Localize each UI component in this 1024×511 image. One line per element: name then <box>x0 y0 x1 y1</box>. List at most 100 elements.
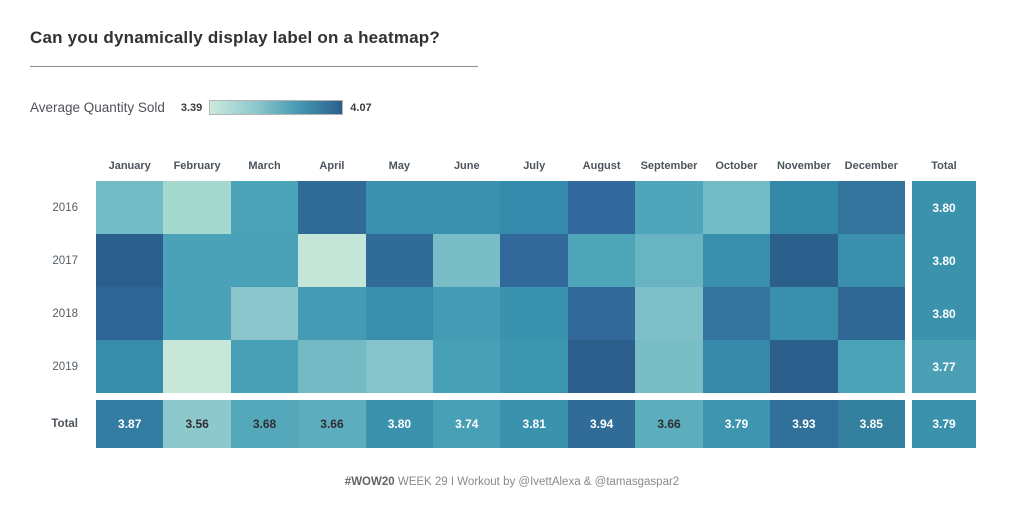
month-total-cell[interactable]: 3.56 <box>163 400 231 448</box>
heatmap-cell[interactable] <box>770 181 838 234</box>
heatmap-cell[interactable] <box>702 234 771 287</box>
month-total-cell[interactable]: 3.81 <box>500 400 568 448</box>
heatmap-year-row: 2019 3.77 <box>30 340 976 393</box>
heatmap-year-row: 2017 3.80 <box>30 234 976 287</box>
year-total-cell[interactable]: 3.80 <box>912 181 976 234</box>
heatmap-cell[interactable] <box>635 234 703 287</box>
month-total-cell[interactable]: 3.66 <box>635 400 703 448</box>
year-cells <box>96 181 905 234</box>
heatmap-cell[interactable] <box>500 340 568 393</box>
heatmap-cell[interactable] <box>433 234 501 287</box>
heatmap-cell[interactable] <box>230 234 299 287</box>
row-label-total: Total <box>51 418 78 430</box>
heatmap-cell[interactable] <box>433 181 501 234</box>
heatmap-cell[interactable] <box>230 181 299 234</box>
column-header: March <box>248 160 281 172</box>
legend-min-value: 3.39 <box>180 101 203 114</box>
hashtag-label: #WOW20 <box>344 476 395 488</box>
heatmap-cell[interactable] <box>230 340 299 393</box>
heatmap-cell[interactable] <box>96 234 164 287</box>
credit-footer: #WOW20 WEEK 29 I Workout by @IvettAlexa … <box>0 476 1024 488</box>
heatmap-cell[interactable] <box>96 181 164 234</box>
month-total-cell[interactable]: 3.79 <box>702 400 771 448</box>
month-total-cell[interactable]: 3.93 <box>770 400 838 448</box>
heatmap-cell[interactable] <box>567 340 636 393</box>
heatmap-cell[interactable] <box>567 181 636 234</box>
heatmap-cell[interactable] <box>163 287 231 340</box>
month-headers: January February March April May June July Augu… <box>96 160 905 181</box>
month-total-cell[interactable]: 3.74 <box>433 400 501 448</box>
heatmap-cell[interactable] <box>702 287 771 340</box>
gap <box>905 400 912 448</box>
heatmap-cell[interactable] <box>500 287 568 340</box>
year-total-wrap: 3.80 <box>912 181 976 234</box>
heatmap-cell[interactable] <box>837 234 905 287</box>
heatmap-cell[interactable] <box>635 287 703 340</box>
column-header: June <box>453 160 480 172</box>
heatmap-cell[interactable] <box>567 287 636 340</box>
heatmap-cell[interactable] <box>567 234 636 287</box>
row-label-cell: 2019 <box>30 340 96 393</box>
year-total-cell[interactable]: 3.80 <box>912 287 976 340</box>
year-cells <box>96 234 905 287</box>
heatmap-cell[interactable] <box>635 340 703 393</box>
heatmap-cell[interactable] <box>500 234 568 287</box>
year-cells <box>96 340 905 393</box>
legend-gradient-bar[interactable] <box>209 100 344 115</box>
month-total-cell[interactable]: 3.94 <box>567 400 636 448</box>
grand-total-wrap: 3.79 <box>912 400 976 448</box>
gap <box>905 234 912 287</box>
row-label-year: 2017 <box>52 254 78 267</box>
heatmap-header-row: January February March April May June July Augu… <box>30 146 976 181</box>
heatmap-cell[interactable] <box>96 287 164 340</box>
column-header: January <box>108 160 151 172</box>
row-label-year: 2016 <box>52 201 78 214</box>
column-header: November <box>776 160 831 172</box>
heatmap-cell[interactable] <box>298 287 366 340</box>
year-total-cell[interactable]: 3.77 <box>912 340 976 393</box>
heatmap-cell[interactable] <box>770 287 838 340</box>
row-label-cell: 2018 <box>30 287 96 340</box>
month-total-cell[interactable]: 3.87 <box>96 400 164 448</box>
heatmap-cell[interactable] <box>837 340 905 393</box>
heatmap-cell[interactable] <box>163 181 231 234</box>
column-header: May <box>388 160 411 172</box>
column-header: February <box>173 160 221 172</box>
heatmap-year-row: 2016 3.80 <box>30 181 976 234</box>
heatmap-cell[interactable] <box>770 234 838 287</box>
heatmap-cell[interactable] <box>96 340 164 393</box>
heatmap-cell[interactable] <box>635 181 703 234</box>
heatmap-year-row: 2018 3.80 <box>30 287 976 340</box>
heatmap-cell[interactable] <box>365 340 434 393</box>
heatmap-cell[interactable] <box>298 181 366 234</box>
month-total-cell[interactable]: 3.85 <box>837 400 905 448</box>
heatmap-cell[interactable] <box>433 340 501 393</box>
month-total-cell[interactable]: 3.66 <box>298 400 366 448</box>
heatmap-cell[interactable] <box>433 287 501 340</box>
column-header-total: Total <box>931 160 957 172</box>
heatmap-cell[interactable] <box>298 340 366 393</box>
heatmap-cell[interactable] <box>837 287 905 340</box>
heatmap: January February March April May June July Augu… <box>30 146 976 448</box>
month-total-cells: 3.87 3.56 3.68 3.66 3.80 3.74 3.81 3.94 3.66 3.79… <box>96 400 905 448</box>
heatmap-cell[interactable] <box>702 181 771 234</box>
year-total-wrap: 3.77 <box>912 340 976 393</box>
heatmap-cell[interactable] <box>837 181 905 234</box>
heatmap-cell[interactable] <box>163 340 231 393</box>
row-label-cell: 2017 <box>30 234 96 287</box>
year-total-cell[interactable]: 3.80 <box>912 234 976 287</box>
heatmap-cell[interactable] <box>365 234 434 287</box>
heatmap-cell[interactable] <box>500 181 568 234</box>
heatmap-cell[interactable] <box>702 340 771 393</box>
heatmap-cell[interactable] <box>298 234 366 287</box>
heatmap-cell[interactable] <box>365 287 434 340</box>
heatmap-cell[interactable] <box>163 234 231 287</box>
column-header: July <box>523 160 546 172</box>
heatmap-cell[interactable] <box>230 287 299 340</box>
month-total-cell[interactable]: 3.68 <box>230 400 299 448</box>
grand-total-cell[interactable]: 3.79 <box>912 400 976 448</box>
heatmap-cell[interactable] <box>770 340 838 393</box>
month-total-cell[interactable]: 3.80 <box>365 400 434 448</box>
row-label-year: 2019 <box>52 360 78 373</box>
heatmap-cell[interactable] <box>365 181 434 234</box>
